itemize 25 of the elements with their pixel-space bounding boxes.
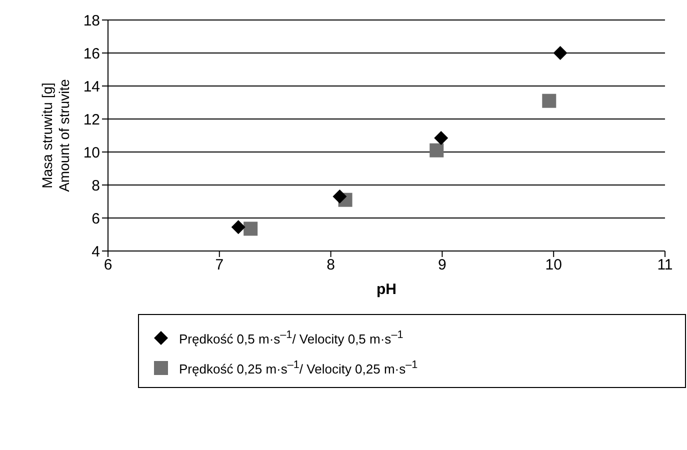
x-tick-label: 9 (438, 256, 446, 274)
y-tick-label: 16 (83, 45, 100, 62)
point (434, 130, 448, 145)
y-axis-title: Masa struwitu [g] Amount of struvite (39, 78, 72, 192)
point (231, 220, 246, 234)
point (430, 143, 444, 158)
y-tick-label: 14 (83, 78, 100, 96)
x-tick-label: 6 (104, 256, 112, 274)
y-tick-label: 10 (83, 144, 100, 162)
point (542, 94, 556, 108)
y-tick-label: 8 (92, 177, 100, 194)
y-tick-label: 4 (92, 243, 100, 260)
legend-label: Prędkość 0,25 m·s$^{–1}$/ Velocity 0,25 m·s$^{–1}$ (179, 359, 418, 377)
x-tick-label: 8 (326, 256, 335, 274)
x-tick-label: 10 (545, 256, 562, 274)
y-tick-label: 18 (83, 12, 100, 30)
x-tick-label: 11 (657, 256, 673, 274)
point (244, 222, 258, 236)
y-tick-label: 6 (92, 210, 100, 228)
x-axis-title: pH (376, 281, 396, 298)
point (553, 46, 568, 60)
x-tick-label: 7 (215, 256, 224, 274)
point (332, 190, 347, 204)
legend-label: Prędkość 0,5 m·s$^{–1}$/ Velocity 0,5 m·s$^{–1}$ (179, 329, 404, 347)
y-tick-label: 12 (83, 111, 100, 128)
